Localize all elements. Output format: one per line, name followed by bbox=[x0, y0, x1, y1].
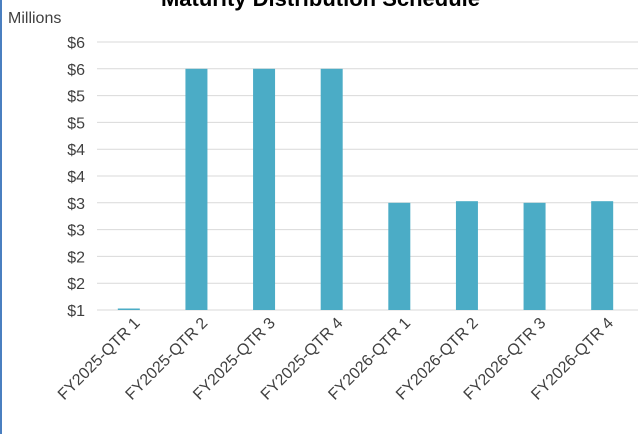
bar bbox=[523, 202, 546, 310]
bar bbox=[253, 68, 276, 310]
chart-title: Maturity Distribution Schedule bbox=[0, 0, 641, 12]
y-tick-label: $3 bbox=[67, 196, 85, 213]
y-tick-label: $4 bbox=[67, 169, 85, 186]
y-tick-label: $5 bbox=[67, 89, 85, 106]
bars bbox=[117, 68, 614, 310]
gridlines bbox=[97, 41, 638, 311]
bar bbox=[388, 202, 411, 310]
y-tick-label: $2 bbox=[67, 276, 85, 293]
y-tick-label: $6 bbox=[67, 62, 85, 79]
bar bbox=[185, 68, 208, 310]
y-tick-label: $1 bbox=[67, 303, 85, 320]
y-tick-label: $2 bbox=[67, 249, 85, 266]
frame-left-border bbox=[0, 0, 2, 434]
y-tick-label: $6 bbox=[67, 35, 85, 52]
y-tick-label: $5 bbox=[67, 115, 85, 132]
bar bbox=[320, 68, 343, 310]
y-tick-label: $3 bbox=[67, 223, 85, 240]
bar bbox=[591, 201, 614, 310]
units-label: Millions bbox=[8, 10, 62, 27]
y-axis-ticks: $1 $2 $2 $3 $3 $4 $4 $5 $5 $6 $6 bbox=[67, 35, 85, 320]
bar bbox=[455, 201, 478, 310]
y-tick-label: $4 bbox=[67, 142, 85, 159]
bar bbox=[117, 308, 140, 310]
